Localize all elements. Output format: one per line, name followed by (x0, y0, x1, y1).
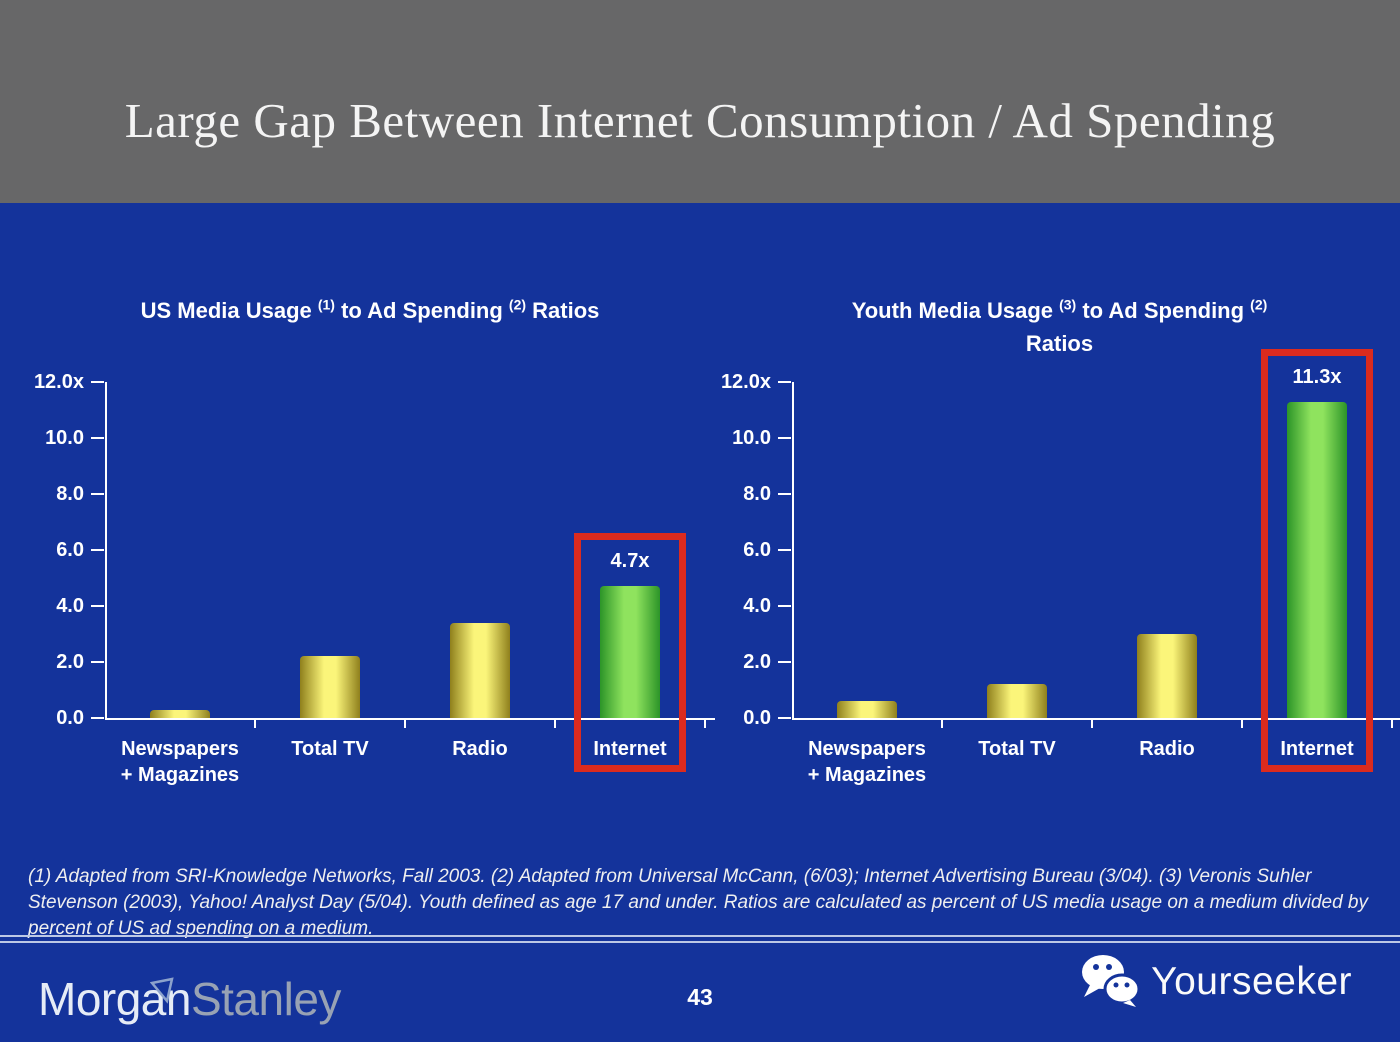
category-label: Radio (1139, 738, 1195, 760)
morgan-stanley-logo-stanley: Stanley (190, 973, 341, 1025)
y-tick-label: 8.0 (743, 483, 771, 505)
y-tick-label: 10.0 (45, 427, 84, 449)
slide-header: Large Gap Between Internet Consumption /… (0, 0, 1400, 203)
x-tick-mark (1091, 720, 1093, 728)
chart-youth-media-usage: Youth Media Usage (3) to Ad Spending (2)… (717, 288, 1400, 808)
x-axis-line (792, 718, 1400, 720)
y-tick-label: 12.0x (720, 371, 771, 393)
y-tick-label: 2.0 (743, 651, 771, 673)
y-tick-label: 10.0 (732, 427, 771, 449)
y-tick-mark (778, 493, 791, 495)
chart-title-superscript: (1) (317, 296, 335, 313)
morgan-stanley-logo: Morgan Stanley (38, 970, 341, 1032)
x-tick-mark (941, 720, 943, 728)
x-tick-mark (254, 720, 256, 728)
y-tick-mark (778, 605, 791, 607)
chart-us-media-usage: US Media Usage (1) to Ad Spending (2) Ra… (30, 288, 715, 808)
y-tick-label: 2.0 (56, 651, 84, 673)
chart-title-text: US Media Usage (140, 298, 318, 323)
y-tick-mark (778, 717, 791, 719)
page-number: 43 (687, 984, 713, 1010)
category-label: Internet (1280, 738, 1354, 760)
y-tick-label: 8.0 (56, 483, 84, 505)
x-tick-mark (1241, 720, 1243, 728)
chart-title-right: Youth Media Usage (3) to Ad Spending (2)… (717, 294, 1400, 360)
bar-radio (450, 622, 510, 718)
y-tick-mark (91, 493, 104, 495)
highlight-box (574, 533, 686, 772)
chart-title-left: US Media Usage (1) to Ad Spending (2) Ra… (30, 294, 710, 327)
y-tick-mark (778, 549, 791, 551)
watermark-text: Yourseeker (1151, 960, 1352, 1003)
x-tick-mark (554, 720, 556, 728)
category-label: Total TV (291, 738, 369, 760)
y-tick-label: 12.0x (33, 371, 84, 393)
y-tick-mark (91, 549, 104, 551)
bar-newspapers-magazines (837, 701, 897, 718)
separator-line (0, 935, 1400, 943)
chart-title-superscript: (2) (508, 296, 527, 313)
y-tick-label: 6.0 (743, 539, 771, 561)
x-tick-mark (1391, 720, 1393, 728)
chart-title-text: to Ad Spending (1076, 298, 1251, 323)
bar-total-tv (987, 684, 1047, 718)
chart-title-text: Ratios (1025, 331, 1094, 356)
bar-value-label: 11.3x (1292, 365, 1342, 388)
y-tick-mark (91, 605, 104, 607)
y-tick-label: 0.0 (743, 707, 771, 729)
category-label: Newspapers + Magazines (120, 738, 240, 786)
bar-value-label: 4.7x (610, 550, 650, 573)
y-tick-mark (91, 661, 104, 663)
y-tick-label: 6.0 (56, 539, 84, 561)
highlight-box (1261, 348, 1373, 772)
footnote: (1) Adapted from SRI-Knowledge Networks,… (28, 866, 1368, 940)
y-tick-label: 4.0 (743, 595, 771, 617)
y-tick-label: 4.0 (56, 595, 84, 617)
wechat-icon (1079, 952, 1141, 1013)
bar-newspapers-magazines (150, 709, 210, 718)
y-tick-mark (778, 437, 791, 439)
category-label: Internet (593, 738, 667, 760)
y-tick-mark (91, 437, 104, 439)
morgan-stanley-flag-icon (149, 960, 174, 1018)
bar-total-tv (300, 656, 360, 718)
slide-title: Large Gap Between Internet Consumption /… (124, 93, 1276, 148)
chart-plot-area-right: 12.0x 10.0 8.0 6.0 4.0 2.0 0.0 Newspapers + Mag… (717, 348, 1400, 808)
category-label: Newspapers + Magazines (807, 738, 927, 786)
y-tick-mark (91, 381, 104, 383)
chart-plot-area-left: 12.0x 10.0 8.0 6.0 4.0 2.0 0.0 Newspapers + Mag… (30, 371, 715, 808)
bar-internet (600, 586, 660, 718)
chart-title-superscript: (3) (1059, 296, 1077, 313)
y-tick-mark (778, 381, 791, 383)
x-tick-mark (704, 720, 706, 728)
y-axis-line (105, 382, 107, 720)
y-axis-line (792, 382, 794, 720)
chart-title-text: Ratios (526, 298, 600, 323)
bar-radio (1137, 634, 1197, 718)
category-label: Total TV (978, 738, 1056, 760)
x-axis-line (105, 718, 715, 720)
y-tick-mark (778, 661, 791, 663)
chart-title-text: to Ad Spending (334, 298, 509, 323)
chart-title-superscript: (2) (1250, 296, 1268, 313)
y-tick-mark (91, 717, 104, 719)
y-tick-label: 0.0 (56, 707, 84, 729)
x-tick-mark (404, 720, 406, 728)
bar-internet (1287, 401, 1347, 718)
watermark: Yourseeker (1079, 952, 1352, 1012)
category-label: Radio (452, 738, 508, 760)
chart-title-text: Youth Media Usage (851, 298, 1060, 323)
